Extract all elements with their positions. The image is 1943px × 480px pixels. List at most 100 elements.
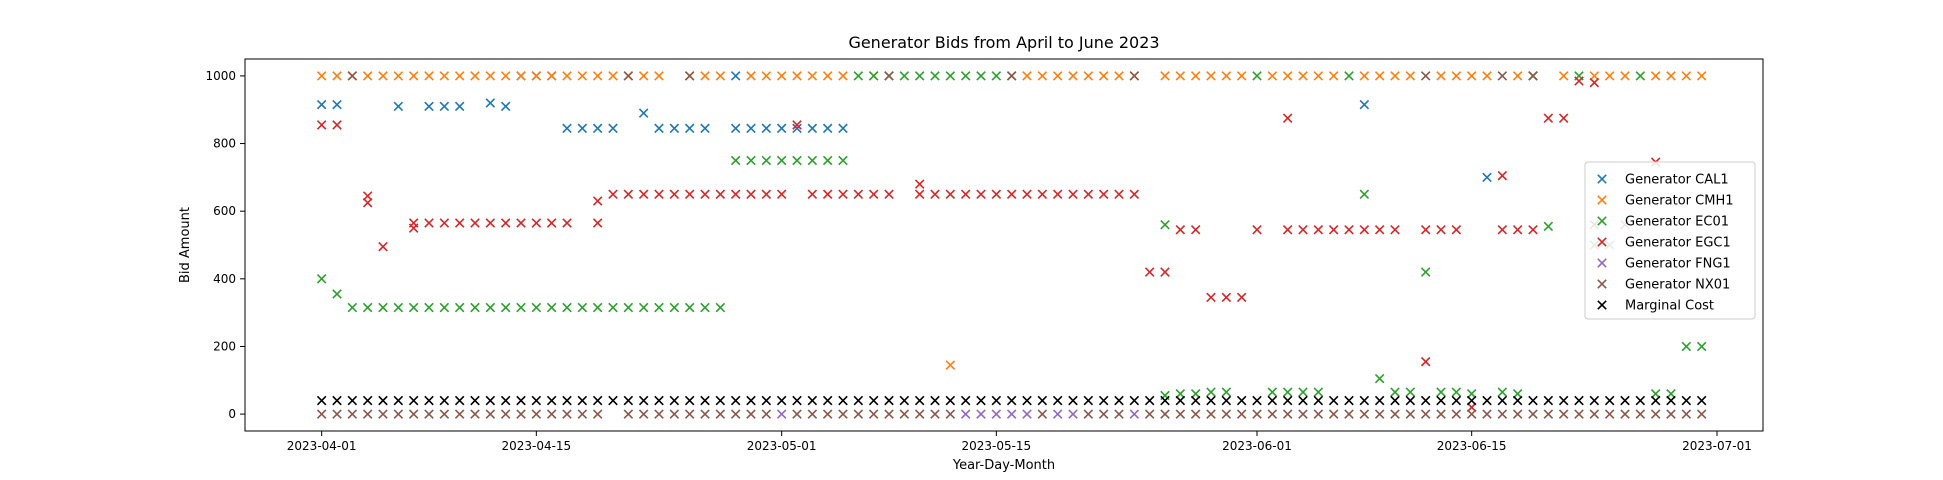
data-point-generator-nx01 (1466, 409, 1477, 419)
data-point-marginal-cost (776, 395, 787, 406)
data-point-generator-egc1 (884, 189, 894, 200)
data-point-generator-cmh1 (1451, 71, 1462, 81)
data-point-generator-fng1 (1022, 409, 1032, 419)
data-point-generator-cmh1 (1298, 71, 1308, 81)
x-axis-label: Year-Day-Month (952, 458, 1055, 473)
data-point-generator-egc1 (1037, 189, 1048, 200)
data-point-marginal-cost (592, 395, 603, 406)
data-point-generator-ec01 (1221, 387, 1232, 397)
x-tick-label: 2023-07-01 (1682, 439, 1752, 453)
data-point-generator-ec01 (1512, 389, 1523, 399)
data-point-marginal-cost (1052, 395, 1063, 406)
plot-frame (244, 58, 1764, 432)
data-point-generator-nx01 (577, 409, 588, 419)
data-point-generator-egc1 (1052, 189, 1063, 200)
data-point-marginal-cost (1160, 395, 1170, 406)
data-point-marginal-cost (1175, 395, 1186, 406)
data-point-generator-egc1 (1298, 225, 1308, 235)
data-point-generator-nx01 (1650, 409, 1661, 419)
y-tick-label: 400 (213, 272, 236, 286)
data-point-marginal-cost (562, 395, 572, 406)
data-point-generator-ec01 (1405, 387, 1416, 397)
data-point-generator-cal1 (838, 123, 848, 134)
data-point-generator-cmh1 (1359, 71, 1370, 81)
data-point-generator-egc1 (1282, 113, 1293, 123)
data-point-generator-cmh1 (1190, 71, 1201, 81)
data-point-generator-egc1 (1129, 189, 1140, 200)
data-point-generator-nx01 (546, 409, 557, 419)
data-point-marginal-cost (976, 395, 986, 406)
data-point-generator-cal1 (700, 123, 710, 134)
data-point-generator-ec01 (899, 71, 910, 81)
data-point-generator-cmh1 (454, 71, 465, 81)
data-point-generator-cmh1 (485, 71, 496, 81)
data-point-generator-cal1 (393, 101, 404, 112)
data-point-generator-nx01 (669, 409, 680, 419)
data-point-generator-ec01 (715, 302, 726, 313)
data-point-generator-ec01 (439, 302, 450, 313)
data-point-generator-cal1 (439, 101, 450, 112)
data-point-generator-egc1 (608, 189, 618, 200)
data-point-generator-nx01 (807, 409, 818, 419)
data-point-generator-nx01 (1512, 409, 1523, 419)
data-point-generator-nx01 (347, 409, 358, 419)
data-point-generator-nx01 (746, 409, 756, 419)
data-point-generator-egc1 (1252, 225, 1262, 235)
data-point-generator-ec01 (378, 302, 388, 313)
data-point-generator-cmh1 (822, 71, 833, 81)
data-point-marginal-cost (531, 395, 542, 406)
data-point-generator-cmh1 (1328, 71, 1339, 81)
data-point-generator-nx01 (868, 409, 879, 419)
data-point-generator-fng1 (776, 409, 787, 419)
data-point-marginal-cost (700, 395, 710, 406)
data-point-generator-ec01 (1420, 267, 1431, 277)
data-point-generator-egc1 (1144, 267, 1155, 277)
data-point-marginal-cost (378, 395, 388, 406)
data-point-generator-egc1 (838, 189, 848, 200)
data-point-generator-nx01 (1589, 409, 1600, 419)
data-point-marginal-cost (1344, 395, 1354, 406)
data-point-marginal-cost (730, 395, 741, 406)
data-point-generator-egc1 (960, 189, 971, 200)
data-point-generator-nx01 (1696, 409, 1707, 419)
data-point-generator-nx01 (623, 71, 634, 81)
data-point-generator-nx01 (1666, 409, 1676, 419)
data-point-generator-egc1 (776, 189, 787, 200)
data-point-generator-egc1 (1512, 225, 1523, 235)
data-point-marginal-cost (746, 395, 756, 406)
data-point-generator-ec01 (960, 71, 971, 81)
data-point-generator-nx01 (1206, 409, 1216, 419)
data-point-generator-cmh1 (945, 360, 956, 370)
data-point-generator-cal1 (776, 123, 787, 134)
data-point-marginal-cost (807, 395, 818, 406)
data-point-marginal-cost (1558, 395, 1569, 406)
data-point-generator-cmh1 (562, 71, 572, 81)
data-point-generator-nx01 (1114, 409, 1124, 419)
data-point-generator-ec01 (1696, 341, 1707, 352)
data-point-generator-ec01 (991, 71, 1002, 81)
data-point-generator-egc1 (746, 189, 756, 200)
data-point-generator-cmh1 (1666, 71, 1676, 81)
data-point-generator-cmh1 (746, 71, 756, 81)
data-point-marginal-cost (1144, 395, 1155, 406)
data-point-generator-ec01 (347, 302, 358, 313)
data-point-marginal-cost (1696, 395, 1707, 406)
data-point-marginal-cost (393, 395, 404, 406)
data-point-generator-egc1 (546, 218, 557, 228)
data-point-generator-nx01 (914, 409, 925, 419)
data-point-marginal-cost (1083, 395, 1094, 406)
data-point-generator-ec01 (1374, 373, 1385, 384)
data-point-generator-nx01 (1604, 409, 1615, 419)
data-point-generator-ec01 (546, 302, 557, 313)
data-point-generator-egc1 (362, 197, 373, 208)
data-point-generator-nx01 (562, 409, 572, 419)
data-point-generator-nx01 (1620, 409, 1630, 419)
data-point-generator-egc1 (1221, 292, 1232, 303)
data-point-generator-ec01 (1497, 387, 1508, 397)
data-point-generator-egc1 (470, 218, 480, 228)
data-point-generator-cmh1 (1098, 71, 1109, 81)
x-tick-label: 2023-05-01 (747, 439, 817, 453)
data-point-generator-nx01 (1175, 409, 1186, 419)
data-point-marginal-cost (1313, 395, 1324, 406)
data-point-generator-nx01 (792, 409, 802, 419)
